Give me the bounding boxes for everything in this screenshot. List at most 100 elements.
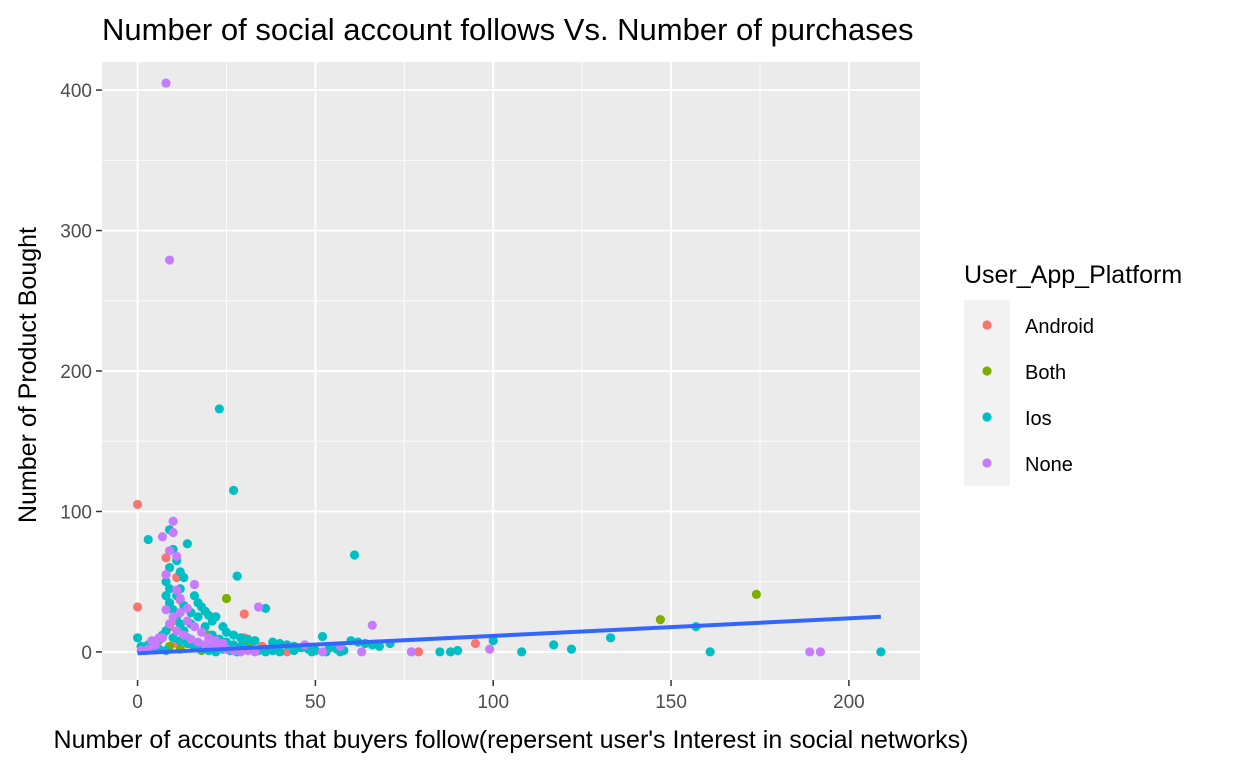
data-point-ios bbox=[250, 636, 260, 646]
data-point-ios bbox=[268, 637, 278, 647]
data-point-ios bbox=[605, 633, 616, 643]
data-point-none bbox=[485, 644, 495, 654]
data-point-none bbox=[189, 579, 200, 590]
y-tick-label: 300 bbox=[60, 222, 92, 243]
data-point-android bbox=[282, 647, 292, 657]
data-point-ios bbox=[261, 647, 271, 657]
data-point-android bbox=[161, 553, 171, 563]
data-point-ios bbox=[289, 645, 299, 656]
data-point-none bbox=[161, 78, 171, 88]
data-point-none bbox=[186, 634, 196, 644]
data-point-none bbox=[172, 551, 182, 562]
chart-title: Number of social account follows Vs. Num… bbox=[102, 12, 914, 47]
x-tick-label: 50 bbox=[305, 692, 326, 713]
grid-lines bbox=[102, 62, 920, 680]
data-point-none bbox=[168, 612, 178, 622]
data-point-ios bbox=[261, 603, 271, 613]
y-tick-label: 0 bbox=[81, 643, 92, 664]
data-point-ios bbox=[445, 647, 456, 657]
data-point-none bbox=[317, 647, 328, 657]
data-point-none bbox=[367, 620, 377, 630]
data-point-none bbox=[211, 636, 221, 646]
legend-key-ios bbox=[982, 412, 992, 422]
data-point-none bbox=[164, 546, 175, 556]
data-point-none bbox=[168, 527, 178, 538]
data-point-ios bbox=[549, 640, 559, 650]
data-point-ios bbox=[374, 641, 385, 651]
data-point-ios bbox=[175, 619, 185, 629]
data-point-ios bbox=[517, 647, 527, 657]
data-point-android bbox=[132, 602, 143, 612]
data-point-ios bbox=[168, 605, 178, 615]
data-point-none bbox=[253, 602, 264, 612]
data-point-none bbox=[189, 622, 200, 632]
x-axis-title: Number of accounts that buyers follow(re… bbox=[54, 726, 969, 754]
data-point-ios bbox=[221, 627, 232, 637]
legend-items: Android Both Ios None bbox=[982, 316, 1094, 476]
legend-key-android bbox=[982, 320, 992, 330]
data-point-ios bbox=[232, 571, 242, 581]
trend-line-path bbox=[137, 614, 881, 656]
data-point-ios bbox=[182, 539, 192, 549]
data-point-ios bbox=[161, 577, 171, 587]
legend: User_App_Platform Android Both Ios None bbox=[964, 261, 1182, 486]
data-point-android bbox=[413, 647, 424, 657]
data-point-none bbox=[179, 630, 189, 640]
data-point-ios bbox=[214, 404, 224, 414]
data-points bbox=[132, 78, 886, 657]
data-point-both bbox=[221, 593, 232, 604]
data-point-ios bbox=[168, 633, 178, 643]
data-point-ios bbox=[211, 612, 221, 622]
legend-label-android: Android bbox=[1025, 316, 1094, 338]
legend-title: User_App_Platform bbox=[964, 261, 1182, 289]
data-point-ios bbox=[179, 572, 189, 583]
data-point-android bbox=[239, 609, 249, 619]
data-point-ios bbox=[132, 633, 143, 643]
data-point-ios bbox=[243, 634, 253, 644]
data-point-ios bbox=[228, 485, 239, 495]
data-point-none bbox=[196, 627, 207, 637]
data-point-none bbox=[204, 633, 214, 643]
data-point-none bbox=[161, 570, 171, 580]
data-point-none bbox=[357, 647, 367, 657]
data-point-ios bbox=[566, 644, 577, 654]
data-point-none bbox=[164, 255, 175, 265]
data-point-ios bbox=[161, 626, 171, 636]
data-point-ios bbox=[164, 598, 175, 608]
data-point-none bbox=[815, 647, 826, 657]
x-tick-label: 200 bbox=[833, 692, 865, 713]
legend-key-both bbox=[982, 366, 992, 376]
data-point-none bbox=[200, 640, 210, 650]
x-tick-label: 100 bbox=[477, 692, 509, 713]
legend-label-ios: Ios bbox=[1025, 408, 1052, 430]
y-tick-label: 100 bbox=[60, 502, 92, 523]
data-point-ios bbox=[161, 591, 171, 601]
data-point-ios bbox=[307, 647, 317, 657]
data-point-ios bbox=[488, 636, 498, 646]
data-point-ios bbox=[876, 647, 886, 657]
data-point-none bbox=[147, 636, 157, 646]
trend-line bbox=[137, 614, 881, 656]
data-point-ios bbox=[193, 612, 203, 622]
legend-label-both: Both bbox=[1025, 362, 1066, 384]
data-point-ios bbox=[164, 563, 175, 573]
data-point-none bbox=[406, 647, 417, 657]
data-point-none bbox=[157, 532, 168, 542]
data-point-none bbox=[164, 619, 175, 629]
y-axis-ticks: 0 100 200 300 400 bbox=[60, 81, 102, 664]
x-axis-ticks: 0 50 100 150 200 bbox=[132, 680, 865, 713]
y-tick-label: 200 bbox=[60, 362, 92, 383]
data-point-none bbox=[172, 626, 182, 636]
y-tick-label: 400 bbox=[60, 81, 92, 102]
legend-label-none: None bbox=[1025, 454, 1073, 476]
data-point-ios bbox=[228, 630, 239, 640]
y-axis-title: Number of Product Bought bbox=[14, 227, 42, 523]
data-point-ios bbox=[236, 633, 246, 643]
data-point-none bbox=[193, 637, 203, 647]
data-point-none bbox=[175, 593, 185, 604]
data-point-ios bbox=[705, 647, 715, 657]
data-point-none bbox=[218, 638, 228, 649]
legend-key-none bbox=[982, 458, 992, 468]
data-point-ios bbox=[349, 550, 360, 560]
